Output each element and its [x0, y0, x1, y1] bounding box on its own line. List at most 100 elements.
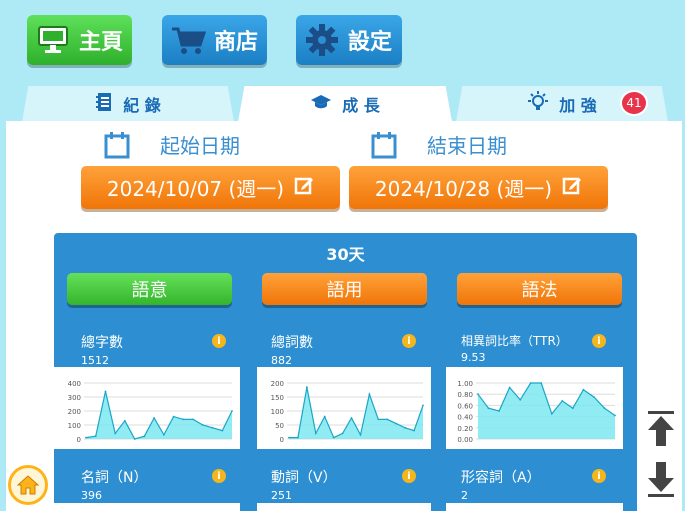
- tab-growth[interactable]: 成 長: [238, 86, 452, 122]
- data-point: [323, 415, 326, 418]
- calendar-icon: [104, 131, 130, 159]
- data-point: [582, 388, 585, 391]
- card-ttr: 相異詞比率（TTR） 9.53: [461, 332, 568, 364]
- gear-icon: [304, 23, 340, 57]
- chart-total-words: 200 150 100 50 0: [257, 367, 431, 449]
- info-icon[interactable]: i: [592, 469, 606, 483]
- y-tick-label: 0: [280, 436, 284, 444]
- data-point: [124, 419, 126, 422]
- card-nouns: 名詞（N） 396: [81, 467, 147, 502]
- edit-icon: [562, 175, 582, 200]
- category-semantics-button[interactable]: 語意: [67, 273, 232, 305]
- edit-icon: [294, 175, 314, 200]
- area-series: [86, 391, 232, 439]
- calendar-icon: [371, 131, 397, 159]
- data-point: [540, 382, 543, 384]
- data-point: [211, 426, 214, 429]
- home-button[interactable]: 主頁: [27, 15, 132, 65]
- data-point: [85, 436, 87, 439]
- series-line: [477, 382, 616, 416]
- start-date-value: 2024/10/07 (週一): [106, 177, 285, 201]
- data-point: [306, 386, 308, 389]
- arrow-down-icon: [648, 462, 674, 497]
- series-line: [289, 387, 424, 439]
- card-title: 形容詞（A）: [461, 470, 541, 486]
- y-tick-label: 0.60: [457, 402, 473, 410]
- start-date-label: 起始日期: [104, 130, 240, 159]
- graduation-cap-icon: [310, 94, 332, 114]
- card-total-words: 總詞數 882: [271, 332, 313, 367]
- data-point: [487, 407, 490, 410]
- y-tick-label: 200: [68, 408, 81, 416]
- arrow-up-icon: [648, 411, 674, 446]
- category-grammar-button[interactable]: 語法: [457, 273, 622, 305]
- data-point: [231, 410, 233, 412]
- category-pragmatics-button[interactable]: 語用: [262, 273, 427, 305]
- end-date-button[interactable]: 2024/10/28 (週一): [349, 166, 608, 209]
- chart-total-chars: 400 300 200 100 0: [54, 367, 240, 449]
- data-point: [133, 438, 136, 440]
- y-tick-label: 100: [68, 422, 81, 430]
- data-point: [314, 432, 317, 435]
- settings-label: 設定: [348, 30, 393, 55]
- info-icon[interactable]: i: [212, 334, 226, 348]
- info-icon[interactable]: i: [592, 334, 606, 348]
- card-value: 1512: [81, 354, 109, 367]
- tab-records-label: 紀 錄: [123, 96, 161, 115]
- y-tick-label: 1.00: [457, 380, 473, 388]
- data-point: [341, 432, 344, 435]
- card-title: 相異詞比率（TTR）: [461, 334, 568, 348]
- info-icon[interactable]: i: [212, 469, 226, 483]
- y-tick-label: 0.00: [457, 436, 473, 444]
- settings-button[interactable]: 設定: [296, 15, 402, 65]
- data-point: [603, 407, 606, 410]
- start-date-button[interactable]: 2024/10/07 (週一): [81, 166, 340, 209]
- y-tick-label: 50: [275, 422, 284, 430]
- card-value: 2: [461, 489, 468, 502]
- data-point: [422, 404, 424, 407]
- data-point: [172, 415, 175, 418]
- shop-label: 商店: [214, 30, 259, 55]
- area-chart: 1.00 0.80 0.60 0.40 0.20 0.00: [457, 380, 616, 444]
- chart-ttr: 1.00 0.80 0.60 0.40 0.20 0.00: [446, 367, 623, 449]
- y-tick-label: 150: [271, 394, 284, 402]
- data-point: [561, 400, 564, 402]
- data-point: [529, 382, 532, 384]
- info-icon[interactable]: i: [402, 334, 416, 348]
- shop-button[interactable]: 商店: [162, 15, 267, 65]
- house-icon: [16, 475, 40, 495]
- end-date-text: 結束日期: [427, 134, 507, 158]
- card-value: 396: [81, 489, 102, 502]
- data-point: [114, 432, 117, 435]
- data-point: [508, 386, 511, 389]
- tab-bar: 紀 錄 成 長 加 強: [0, 86, 685, 122]
- data-point: [221, 429, 224, 432]
- data-point: [153, 417, 155, 419]
- tab-boost-label: 加 強: [559, 96, 597, 115]
- data-point: [288, 436, 290, 439]
- y-tick-label: 0.20: [457, 425, 473, 433]
- y-tick-label: 200: [271, 380, 284, 388]
- tab-records[interactable]: 紀 錄: [22, 86, 234, 122]
- card-verbs: 動詞（V） 251: [271, 467, 337, 502]
- data-point: [519, 398, 522, 401]
- data-point: [395, 422, 398, 425]
- area-series: [289, 387, 423, 439]
- card-title: 總詞數: [271, 335, 313, 351]
- data-point: [143, 435, 146, 438]
- data-point: [477, 393, 479, 396]
- scroll-up-button[interactable]: [646, 410, 676, 448]
- notification-badge: 41: [620, 90, 648, 116]
- stats-panel: 30天 語意 語用 語法 總字數 1512 i 總詞數 882 i 相異詞比率（…: [54, 233, 637, 511]
- data-point: [201, 424, 204, 426]
- card-title: 名詞（N）: [81, 470, 148, 486]
- data-point: [104, 390, 107, 393]
- y-tick-label: 300: [68, 394, 81, 402]
- info-icon[interactable]: i: [402, 469, 416, 483]
- scroll-down-button[interactable]: [646, 460, 676, 498]
- top-nav: 主頁 商店 設定: [0, 0, 685, 86]
- y-tick-label: 400: [68, 380, 81, 388]
- chart-verbs: [257, 503, 431, 511]
- data-point: [297, 436, 299, 439]
- floating-home-button[interactable]: [8, 465, 48, 505]
